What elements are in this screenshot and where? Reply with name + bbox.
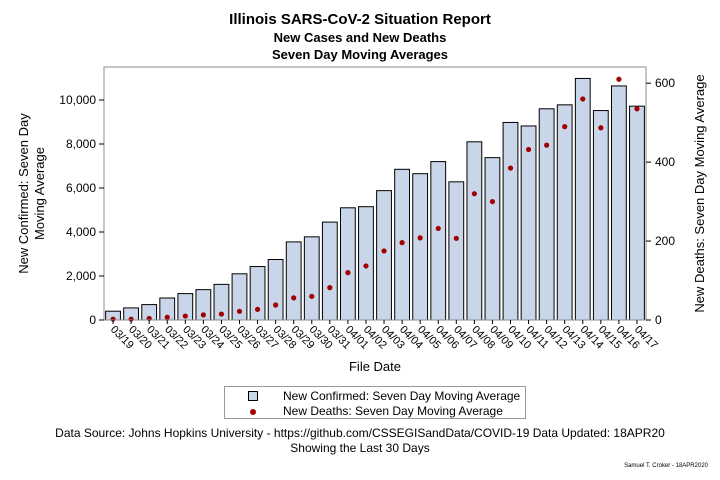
bar-cases-04-12 [538, 108, 555, 321]
marker-deaths-03-30 [309, 293, 315, 299]
data-range-note: Showing the Last 30 Days [290, 441, 430, 455]
marker-deaths-04-13 [562, 124, 568, 130]
marker-deaths-04-09 [489, 198, 496, 205]
y2-axis-label: New Deaths: Seven Day Moving Average [692, 74, 707, 312]
marker-deaths-03-29 [291, 295, 297, 301]
marker-deaths-04-17 [634, 106, 640, 112]
bar-cases-03-27 [249, 266, 266, 321]
bar-cases-04-06 [430, 161, 447, 321]
y2-tick-label: 400 [655, 155, 675, 169]
bar-cases-04-07 [448, 181, 465, 321]
marker-deaths-04-04 [399, 240, 405, 246]
marker-deaths-03-20 [128, 316, 134, 322]
x-axis-label: File Date [349, 359, 401, 374]
y-axis-label: New Confirmed: Seven DayMoving Average [16, 113, 47, 274]
legend-label-deaths: New Deaths: Seven Day Moving Average [283, 404, 503, 418]
marker-deaths-03-28 [273, 302, 279, 308]
legend-dot-swatch [250, 409, 256, 415]
y2-tick-label: 600 [655, 76, 675, 90]
y-tick-label: 6,000 [66, 181, 96, 195]
bar-cases-04-11 [520, 125, 537, 321]
marker-deaths-04-08 [471, 191, 477, 197]
y-tick-label: 2,000 [66, 269, 96, 283]
marker-deaths-04-10 [507, 165, 514, 171]
bar-cases-03-30 [303, 236, 320, 321]
marker-deaths-04-14 [580, 96, 586, 102]
chart-title: Illinois SARS-CoV-2 Situation Report [229, 11, 491, 28]
marker-deaths-03-23 [182, 313, 188, 319]
bar-cases-04-15 [592, 110, 609, 321]
marker-deaths-04-12 [544, 142, 550, 148]
plot-frame [103, 66, 647, 321]
marker-deaths-04-02 [363, 263, 369, 269]
bar-cases-04-17 [629, 105, 645, 321]
chart-titles: Illinois SARS-CoV-2 Situation Report New… [0, 10, 720, 63]
bar-cases-03-31 [321, 221, 338, 321]
marker-deaths-04-05 [417, 235, 423, 241]
marker-deaths-03-25 [218, 311, 225, 317]
marker-deaths-03-26 [236, 308, 243, 314]
author-signature: Samuel T. Croker - 18APR2020 [624, 463, 708, 469]
bar-cases-04-03 [376, 190, 392, 321]
marker-deaths-03-22 [164, 314, 170, 320]
bar-cases-04-09 [484, 157, 501, 321]
y-tick-label: 8,000 [66, 137, 96, 151]
legend: New Confirmed: Seven Day Moving Average … [224, 386, 526, 419]
marker-deaths-04-07 [453, 235, 459, 241]
y2-tick-label: 0 [655, 313, 662, 327]
bar-cases-04-13 [556, 104, 573, 321]
chart-subtitle-1: New Cases and New Deaths [273, 30, 447, 45]
data-source-note: Data Source: Johns Hopkins University - … [55, 426, 665, 440]
chart-svg: 02,0004,0006,0008,00010,000020040060003/… [16, 66, 707, 374]
marker-deaths-03-19 [110, 316, 116, 322]
bar-cases-04-16 [610, 85, 627, 321]
y-tick-label: 10,000 [59, 93, 96, 107]
legend-bar-swatch [248, 391, 258, 401]
marker-deaths-03-31 [327, 285, 333, 291]
marker-deaths-03-27 [254, 306, 261, 312]
bar-cases-03-29 [285, 241, 302, 321]
marker-deaths-03-24 [200, 312, 206, 318]
marker-deaths-04-03 [381, 248, 387, 254]
bar-cases-03-28 [267, 259, 284, 321]
bar-cases-04-05 [412, 173, 429, 321]
marker-deaths-04-11 [525, 146, 532, 153]
marker-deaths-04-01 [345, 270, 351, 276]
bar-cases-04-01 [339, 207, 356, 321]
y-tick-label: 4,000 [66, 225, 96, 239]
marker-deaths-04-15 [598, 125, 604, 131]
bar-cases-04-14 [574, 77, 591, 321]
marker-deaths-04-06 [435, 225, 441, 232]
y2-tick-label: 200 [655, 234, 675, 248]
chart-subtitle-2: Seven Day Moving Averages [271, 47, 449, 62]
bar-cases-04-08 [466, 141, 483, 321]
bar-cases-04-10 [502, 121, 519, 321]
marker-deaths-04-16 [616, 76, 622, 82]
legend-label-cases: New Confirmed: Seven Day Moving Average [283, 389, 521, 403]
y-tick-label: 0 [89, 313, 96, 327]
